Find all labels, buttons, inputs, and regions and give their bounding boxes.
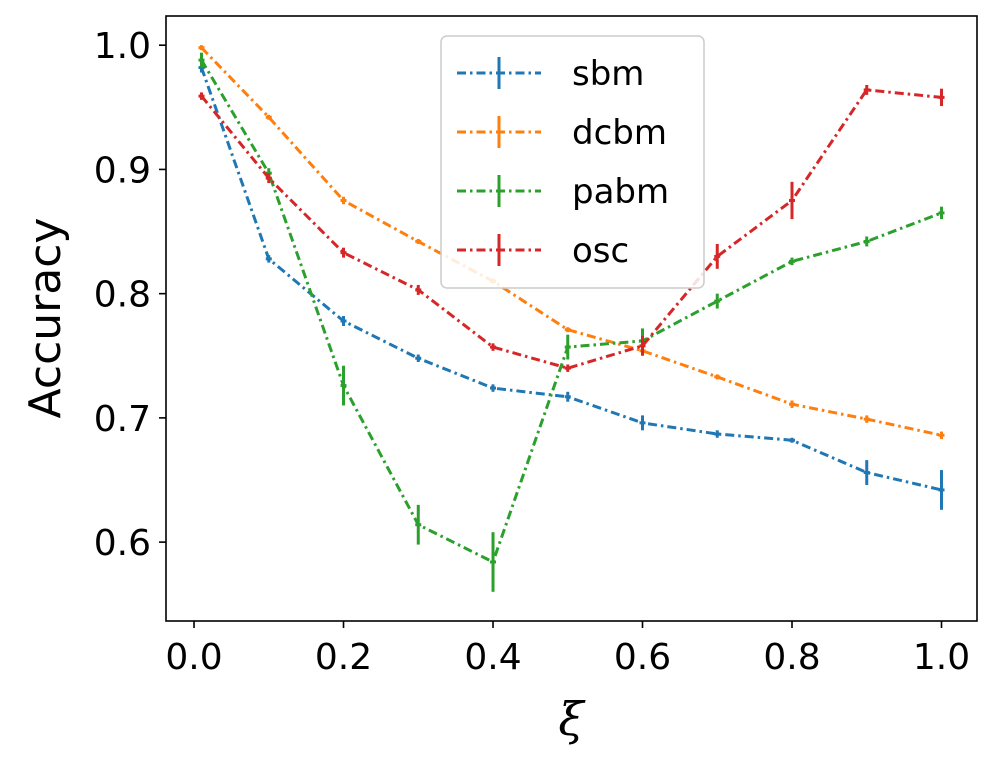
y-tick-label: 0.9 xyxy=(94,150,151,191)
legend-label-pabm: pabm xyxy=(572,172,669,212)
x-tick-label: 0.8 xyxy=(763,637,820,678)
series-line-sbm xyxy=(200,67,942,492)
x-tick-label: 0.2 xyxy=(315,637,372,678)
x-tick-label: 0.6 xyxy=(614,637,671,678)
legend-box xyxy=(440,35,705,289)
y-axis-title: Accuracy xyxy=(20,218,71,419)
x-axis-title: ξ xyxy=(558,692,586,746)
series-dcbm xyxy=(198,45,945,440)
x-tick-label: 0.0 xyxy=(165,637,222,678)
series-pabm xyxy=(198,52,945,592)
series-layer xyxy=(198,45,945,592)
y-tick-label: 0.8 xyxy=(94,275,151,316)
legend: sbm dcbm pabm osc xyxy=(440,35,705,289)
legend-label-sbm: sbm xyxy=(572,54,644,94)
y-tick-label: 1.0 xyxy=(94,26,151,67)
series-sbm xyxy=(198,62,945,510)
legend-label-dcbm: dcbm xyxy=(572,113,667,153)
y-tick-label: 0.6 xyxy=(94,523,151,564)
series-line-osc xyxy=(200,88,942,370)
plot-frame xyxy=(165,15,978,622)
y-tick-label: 0.7 xyxy=(94,399,151,440)
x-tick-label: 0.4 xyxy=(464,637,521,678)
series-osc xyxy=(198,84,945,372)
series-line-dcbm xyxy=(200,46,942,437)
x-tick-label: 1.0 xyxy=(913,637,970,678)
ticks-layer: 0.0 0.2 0.4 0.6 0.8 1.0 0.6 0.7 0.8 0.9 1.0 xyxy=(94,26,970,678)
legend-label-osc: osc xyxy=(572,231,629,271)
